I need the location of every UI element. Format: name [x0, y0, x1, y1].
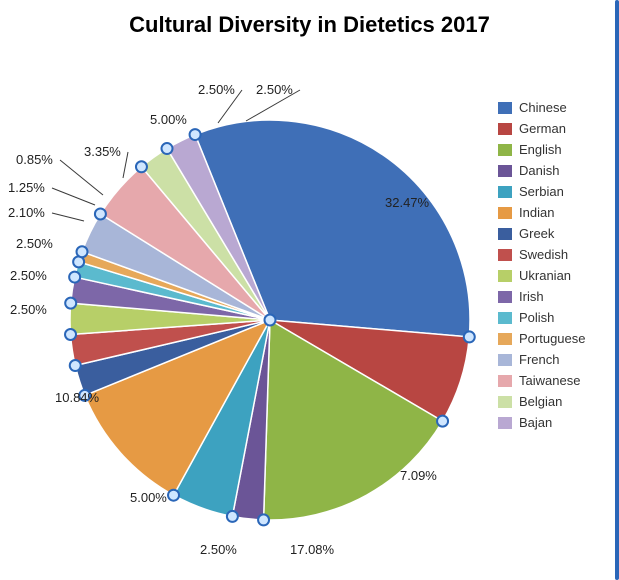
legend-swatch: [498, 375, 512, 387]
label-belgian: 2.50%: [198, 82, 235, 97]
label-chinese: 32.47%: [385, 195, 429, 210]
legend-swatch: [498, 396, 512, 408]
label-portuguese: 0.85%: [16, 152, 53, 167]
label-serbian: 5.00%: [130, 490, 167, 505]
legend-label: Polish: [519, 310, 554, 325]
slice-marker: [258, 514, 269, 525]
legend-swatch: [498, 186, 512, 198]
slice-marker: [77, 246, 88, 257]
legend: Chinese German English Danish Serbian Indian G…: [498, 100, 586, 436]
legend-item-english: English: [498, 142, 586, 157]
legend-label: Indian: [519, 205, 554, 220]
label-irish: 2.10%: [8, 205, 45, 220]
legend-item-serbian: Serbian: [498, 184, 586, 199]
legend-item-danish: Danish: [498, 163, 586, 178]
legend-item-greek: Greek: [498, 226, 586, 241]
right-frame: [615, 0, 619, 580]
legend-label: German: [519, 121, 566, 136]
label-ukranian: 2.50%: [16, 236, 53, 251]
legend-label: Greek: [519, 226, 554, 241]
legend-label: Bajan: [519, 415, 552, 430]
label-french: 3.35%: [84, 144, 121, 159]
legend-swatch: [498, 333, 512, 345]
legend-item-belgian: Belgian: [498, 394, 586, 409]
legend-label: French: [519, 352, 559, 367]
slice-marker: [464, 331, 475, 342]
legend-label: Serbian: [519, 184, 564, 199]
legend-swatch: [498, 144, 512, 156]
legend-swatch: [498, 207, 512, 219]
slice-marker: [265, 315, 276, 326]
legend-label: Irish: [519, 289, 544, 304]
legend-swatch: [498, 249, 512, 261]
legend-swatch: [498, 417, 512, 429]
legend-label: English: [519, 142, 562, 157]
label-polish: 1.25%: [8, 180, 45, 195]
legend-item-chinese: Chinese: [498, 100, 586, 115]
legend-item-french: French: [498, 352, 586, 367]
slice-marker: [168, 490, 179, 501]
legend-item-indian: Indian: [498, 205, 586, 220]
legend-swatch: [498, 312, 512, 324]
slice-marker: [65, 298, 76, 309]
legend-item-ukranian: Ukranian: [498, 268, 586, 283]
legend-item-bajan: Bajan: [498, 415, 586, 430]
legend-swatch: [498, 102, 512, 114]
label-german: 7.09%: [400, 468, 437, 483]
legend-label: Belgian: [519, 394, 562, 409]
label-taiwanese: 5.00%: [150, 112, 187, 127]
legend-swatch: [498, 291, 512, 303]
label-english: 17.08%: [290, 542, 334, 557]
legend-label: Swedish: [519, 247, 568, 262]
legend-item-swedish: Swedish: [498, 247, 586, 262]
label-bajan: 2.50%: [256, 82, 293, 97]
legend-item-german: German: [498, 121, 586, 136]
legend-swatch: [498, 354, 512, 366]
legend-item-irish: Irish: [498, 289, 586, 304]
label-greek: 2.50%: [10, 302, 47, 317]
legend-swatch: [498, 228, 512, 240]
legend-label: Chinese: [519, 100, 567, 115]
slice-marker: [65, 329, 76, 340]
legend-label: Taiwanese: [519, 373, 580, 388]
legend-label: Ukranian: [519, 268, 571, 283]
slice-marker: [437, 416, 448, 427]
label-swedish: 2.50%: [10, 268, 47, 283]
legend-swatch: [498, 165, 512, 177]
legend-item-polish: Polish: [498, 310, 586, 325]
legend-label: Danish: [519, 163, 559, 178]
legend-swatch: [498, 270, 512, 282]
slice-marker: [162, 143, 173, 154]
legend-item-taiwanese: Taiwanese: [498, 373, 586, 388]
slice-marker: [227, 511, 238, 522]
legend-swatch: [498, 123, 512, 135]
chart-stage: Cultural Diversity in Dietetics 2017 Chi…: [0, 0, 619, 580]
label-danish: 2.50%: [200, 542, 237, 557]
slice-marker: [95, 208, 106, 219]
legend-item-portuguese: Portuguese: [498, 331, 586, 346]
label-indian: 10.84%: [55, 390, 99, 405]
slice-marker: [190, 129, 201, 140]
legend-label: Portuguese: [519, 331, 586, 346]
slice-marker: [136, 161, 147, 172]
slice-marker: [69, 272, 80, 283]
slice-marker: [70, 360, 81, 371]
